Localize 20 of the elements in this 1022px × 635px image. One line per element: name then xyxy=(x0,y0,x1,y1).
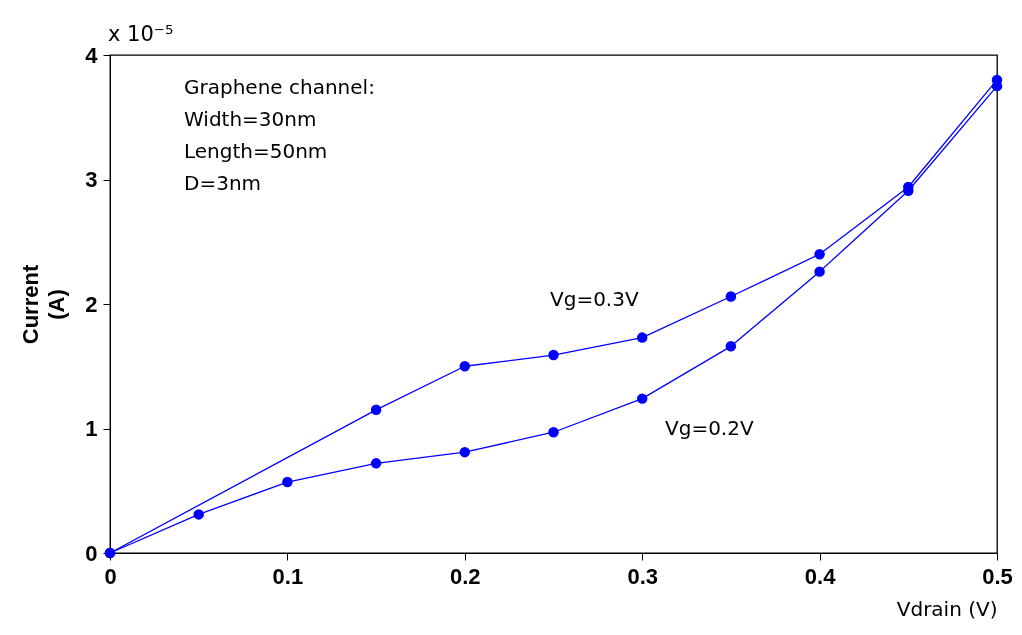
annotation: Length=50nm xyxy=(184,139,328,163)
y-tick-label: 0 xyxy=(85,540,98,566)
annotation: Width=30nm xyxy=(184,107,317,131)
text: x 10⁻⁵ xyxy=(108,22,174,46)
annotation: Graphene channel: xyxy=(184,75,375,99)
x-axis-title: Vdrain (V) xyxy=(896,596,998,621)
series-label: Vg=0.2V xyxy=(665,416,754,440)
x-tick-label: 0.3 xyxy=(627,563,658,589)
x-tick-label: 0.5 xyxy=(982,563,1013,589)
y-axis-title: Current (A) xyxy=(17,264,69,345)
x-tick-label: 0 xyxy=(104,563,117,589)
y-tick-label: 2 xyxy=(85,291,98,317)
y-tick-label: 1 xyxy=(85,416,98,441)
series-label: Vg=0.3V xyxy=(550,287,639,311)
y-tick-label: 3 xyxy=(85,167,98,192)
x-tick-label: 0.2 xyxy=(450,563,481,589)
x-tick-label: 0.1 xyxy=(272,563,304,589)
y-tick-label: 4 xyxy=(85,42,99,68)
x-tick-label: 0.4 xyxy=(804,563,837,589)
annotation: D=3nm xyxy=(184,171,262,195)
